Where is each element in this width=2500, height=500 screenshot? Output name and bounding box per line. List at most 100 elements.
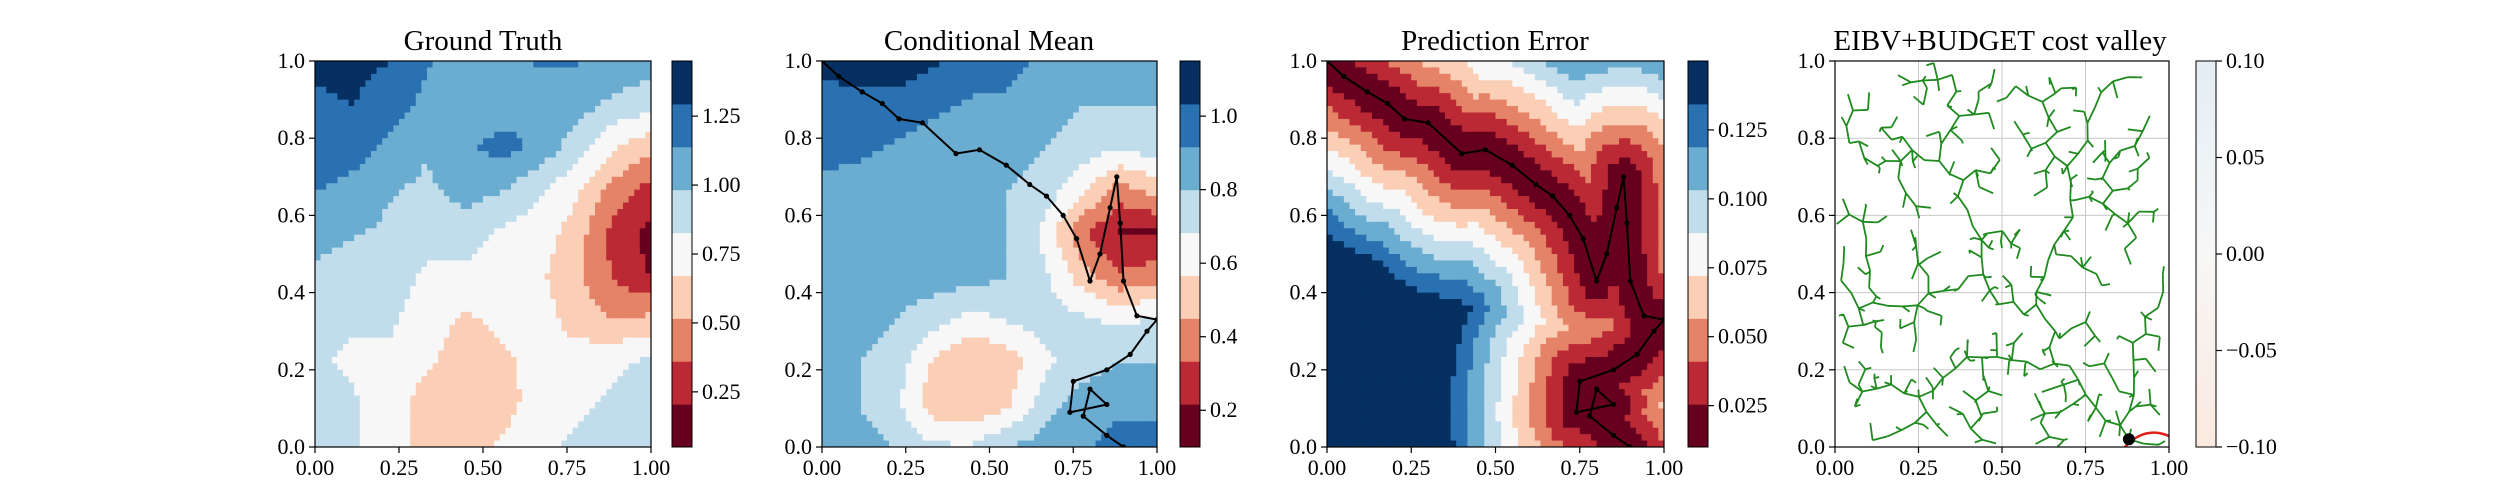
tree-edge: [1902, 304, 1918, 308]
tree-edge: [2027, 94, 2043, 103]
colorbar-band: [2196, 427, 2216, 438]
y-tick-label: 0.6: [785, 202, 813, 227]
tree-edge: [1932, 62, 1939, 81]
tree-edge: [2104, 214, 2114, 231]
tree-edge: [2022, 131, 2030, 136]
tree-edge: [2127, 210, 2140, 224]
tree-edge: [1840, 263, 1845, 281]
panel-ground-truth: Ground Truth 0.00 0.25 0.50 0.75 1.00 0.0 0.2…: [278, 25, 741, 480]
tree-edge: [1994, 286, 1999, 290]
trajectory-point: [1120, 444, 1127, 447]
trajectory-point: [1134, 313, 1140, 319]
tree-edge: [1915, 205, 1921, 219]
colorbar-band: [1180, 318, 1200, 362]
tree-edge: [1865, 255, 1871, 271]
tree-edge: [1842, 341, 1855, 349]
colorbar-band: [2196, 80, 2216, 91]
colorbar-band: [2196, 398, 2216, 409]
tree-edge: [2010, 342, 2015, 361]
trajectory-point: [1070, 378, 1076, 384]
tree-edge: [2053, 244, 2057, 255]
tree-edge: [1914, 237, 1917, 247]
x-tick-label: 1.00: [1138, 455, 1177, 480]
tree-edge: [2087, 139, 2094, 148]
tree-edge: [2103, 363, 2114, 379]
tree-edge: [1836, 213, 1850, 225]
tree-edge: [1890, 116, 1899, 128]
heatmap-field: [822, 61, 1157, 447]
tree-edge: [1873, 377, 1878, 389]
trajectory-point: [1154, 317, 1157, 323]
tree-edge: [2135, 401, 2142, 408]
tree-edge: [2101, 162, 2111, 179]
colorbar-tick-label: 0.00: [2226, 241, 2265, 266]
tree-edge: [2066, 153, 2079, 167]
tree-edge: [2070, 255, 2084, 269]
tree-edge: [2000, 230, 2004, 242]
tree-edge: [1957, 275, 1970, 290]
tree-edge: [1901, 136, 1913, 151]
tree-edge: [1905, 192, 1917, 207]
tree-edge: [2133, 145, 2140, 157]
y-axis: 0.0 0.2 0.4 0.6 0.8 1.0: [1798, 48, 1835, 459]
tree-edge: [2008, 359, 2013, 362]
tree-edge: [1876, 165, 1881, 169]
trajectory-point: [1509, 162, 1515, 168]
tree-edge: [1857, 384, 1864, 392]
tree-edge: [1975, 169, 1991, 175]
tree-edge: [1974, 400, 1977, 403]
tree-edge: [2104, 140, 2107, 158]
colorbar-frame: [1179, 60, 1201, 448]
tree-edge: [1842, 313, 1850, 327]
tree-edge: [1970, 359, 1976, 362]
colorbar-frame: [1687, 60, 1709, 448]
tree-edge: [1966, 209, 1974, 227]
tree-edge: [2118, 390, 2135, 396]
tree-edge: [1847, 93, 1854, 111]
tree-edge: [1949, 349, 1957, 359]
colorbar-band: [672, 404, 692, 448]
tree-edge: [2133, 137, 2139, 147]
tree-edge: [1949, 172, 1964, 182]
tree-edge: [1868, 287, 1878, 297]
trajectory-path: [1327, 61, 1664, 447]
trajectory-point: [953, 151, 959, 157]
tree-edge: [1925, 376, 1934, 388]
tree-edge: [2132, 360, 2135, 378]
tree-edge: [1840, 313, 1844, 317]
tree-edge: [1990, 68, 1996, 84]
tree-edge: [1921, 80, 1928, 89]
y-tick-label: 0.4: [1290, 280, 1318, 305]
x-axis: 0.00 0.25 0.50 0.75 1.00: [803, 447, 1177, 480]
tree-edge: [2046, 386, 2056, 392]
tree-edge: [1910, 79, 1923, 84]
trajectory-point: [1385, 100, 1391, 107]
tree-edge: [2103, 352, 2110, 364]
tree-edge: [1903, 390, 1908, 395]
tree-edge: [2086, 107, 2096, 124]
tree-edge: [2056, 126, 2071, 133]
trajectory-point: [1577, 378, 1583, 384]
tree-edge: [1857, 368, 1867, 386]
tree-edge: [1935, 424, 1949, 437]
tree-edge: [1982, 232, 1988, 236]
tree-edge: [2128, 405, 2137, 413]
tree-edge: [2041, 101, 2050, 118]
x-tick-label: 0.00: [803, 455, 842, 480]
tree-edge: [2046, 293, 2052, 297]
tree-edge: [2114, 213, 2129, 225]
tree-edge: [1862, 220, 1878, 224]
tree-edge: [1858, 301, 1874, 310]
heatmap-field: [315, 61, 651, 447]
panel-cost-valley: EIBV+BUDGET cost valley 0.00 0.25 0.50 0.75…: [1798, 25, 2277, 480]
tree-edge: [1845, 110, 1854, 127]
trajectory-point: [1651, 328, 1657, 334]
tree-edge: [1956, 412, 1963, 416]
tree-edge: [2023, 303, 2037, 316]
tree-edge: [1854, 398, 1859, 407]
trajectory-point: [1067, 409, 1073, 415]
tree-edge: [1946, 91, 1958, 106]
trajectory-point: [1604, 251, 1610, 257]
tree-edge: [2005, 342, 2015, 347]
